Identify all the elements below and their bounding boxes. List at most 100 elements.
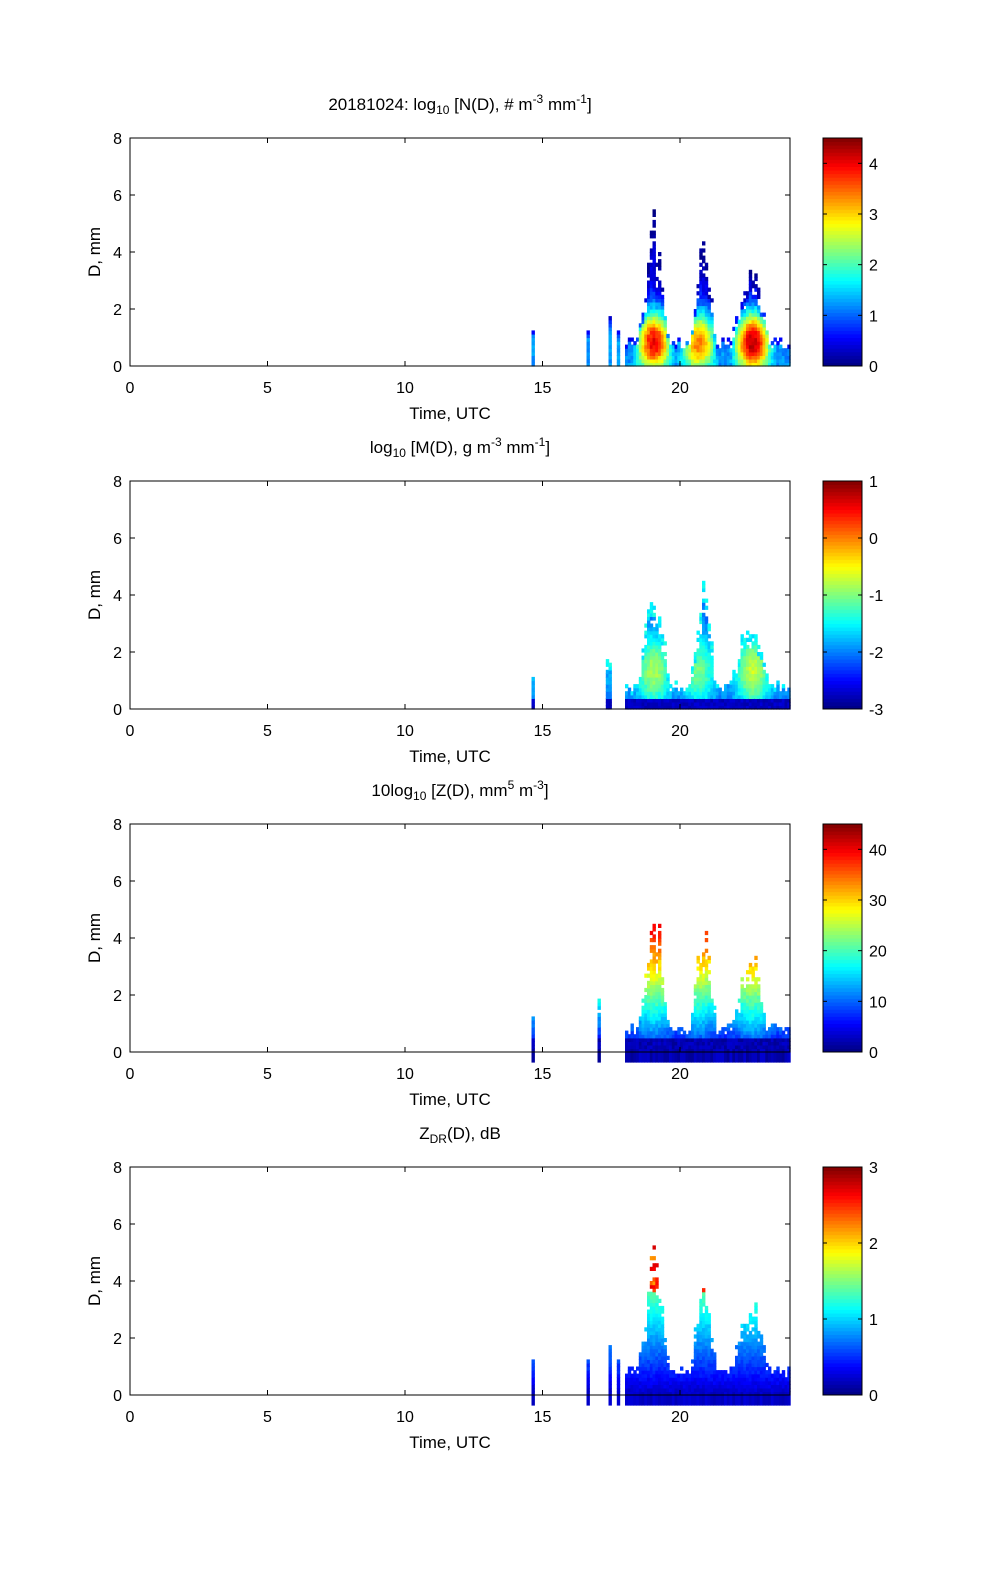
heatmap-cell [699,648,703,653]
heatmap-cell [660,1044,665,1050]
heatmap-cell [649,284,654,289]
heatmap-cell [710,998,714,1003]
heatmap-cell [773,1380,777,1385]
heatmap-cell [663,684,667,689]
heatmap-cell [707,1027,711,1032]
heatmap-cell [699,616,703,621]
heatmap-cell [707,701,711,707]
heatmap-cell [702,666,706,671]
heatmap-cell [660,1334,665,1339]
heatmap-cell [707,1327,711,1332]
heatmap-cell [627,358,632,364]
heatmap-cell [754,305,758,310]
heatmap-cell [696,1327,700,1332]
heatmap-cell [754,1030,758,1035]
heatmap-cell [787,348,791,353]
heatmap-cell [649,1373,654,1378]
heatmap-cell [605,676,610,682]
heatmap-cell [649,280,654,285]
heatmap-cell [669,351,673,356]
heatmap-cell [732,1366,736,1371]
heatmap-cell [652,1005,656,1010]
colorbar-swatch [823,1241,862,1246]
heatmap-cell [663,1044,667,1050]
heatmap-cell [704,301,709,307]
heatmap-cell [647,1316,651,1321]
heatmap-cell [776,358,780,364]
heatmap-cell [696,319,700,324]
heatmap-cell [751,330,755,335]
heatmap-cell [625,344,629,349]
heatmap-cell [746,294,750,299]
heatmap-cell [754,1023,758,1028]
heatmap-cell [658,930,662,936]
heatmap-cell [746,1334,750,1339]
heatmap-cell [759,1334,764,1339]
heatmap-cell [702,637,706,642]
heatmap-cell [647,662,651,667]
heatmap-cell [770,1380,775,1385]
heatmap-cell [713,351,717,356]
heatmap-cell [770,1377,775,1382]
heatmap-cell [658,1334,662,1339]
colorbar-swatch [823,1327,862,1332]
heatmap-cell [748,962,753,968]
heatmap-cell [699,252,703,257]
heatmap-cell [644,1002,648,1007]
colorbar-swatch [823,488,862,493]
heatmap-cell [663,1023,667,1028]
heatmap-cell [704,1005,709,1010]
heatmap-cell [655,1309,659,1314]
heatmap-cell [699,255,703,260]
heatmap-cell [737,687,742,692]
heatmap-cell [696,1330,700,1336]
heatmap-cell [627,1384,632,1389]
heatmap-cell [787,358,791,364]
heatmap-cell [710,1005,714,1010]
heatmap-cell [660,1002,665,1007]
heatmap-cell [636,1380,640,1385]
heatmap-cell [669,1044,673,1050]
heatmap-cell [754,1048,758,1063]
heatmap-cell [765,684,769,689]
heatmap-cell [768,1044,772,1050]
heatmap-cell [658,966,662,971]
heatmap-cell [787,1037,791,1042]
heatmap-cell [663,1355,667,1360]
heatmap-cell [608,1370,612,1375]
heatmap-cell [658,698,662,703]
heatmap-cell [757,351,761,356]
heatmap-cell [704,616,709,621]
heatmap-cell [638,337,643,342]
heatmap-cell [707,623,711,628]
heatmap-cell [713,1034,717,1039]
heatmap-cell [735,691,739,696]
heatmap-cell [737,1027,742,1032]
heatmap-cell [696,984,700,989]
heatmap-cell [710,1019,714,1025]
heatmap-cell [748,1355,753,1360]
heatmap-cell [707,337,711,342]
heatmap-cell [655,1009,659,1014]
heatmap-cell [702,316,706,321]
heatmap-cell [718,1387,722,1393]
heatmap-cell [707,644,711,650]
heatmap-cell [693,1327,698,1332]
heatmap-cell [693,684,698,689]
heatmap-cell [762,1359,766,1364]
heatmap-cell [759,652,764,657]
heatmap-cell [707,1041,711,1046]
heatmap-cell [732,1380,736,1385]
colorbar-swatch [823,548,862,553]
colorbar-swatch [823,1044,862,1049]
heatmap-cell [691,1023,695,1028]
heatmap-cell [531,687,535,692]
heatmap-cell [715,691,720,696]
colorbar-swatch [823,516,862,521]
heatmap-cell [644,312,648,317]
heatmap-cell [644,1384,648,1389]
heatmap-cell [699,348,703,353]
heatmap-cell [702,241,706,246]
heatmap-cell [757,287,761,292]
heatmap-cell [746,637,750,642]
